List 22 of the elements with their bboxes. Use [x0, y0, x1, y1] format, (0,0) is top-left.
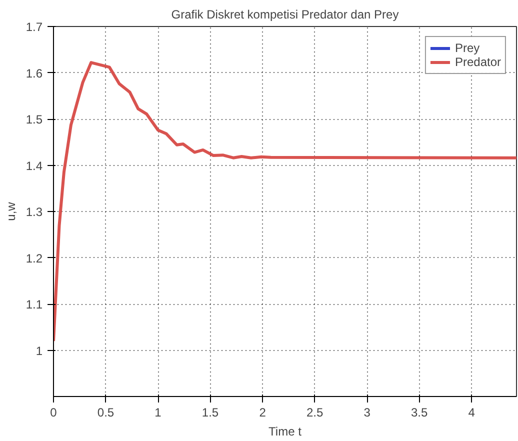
x-tick-label: 1.5	[202, 406, 219, 420]
x-tick-label: 2	[259, 406, 266, 420]
x-tick-label: 3.5	[410, 406, 428, 420]
legend-label: Prey	[454, 41, 480, 55]
x-tick-label: 1	[154, 406, 162, 420]
x-tick-label: 0.5	[97, 406, 114, 420]
x-axis-title: Time t	[268, 424, 302, 438]
chart-title: Grafik Diskret kompetisi Predator dan Prey	[171, 8, 399, 22]
y-tick-label: 1.4	[26, 158, 43, 173]
y-tick-label: 1.1	[26, 298, 43, 312]
x-tick-label: 2.5	[306, 406, 324, 420]
legend-label: Predator	[454, 55, 501, 69]
y-tick-label: 1.6	[26, 66, 43, 80]
y-tick-label: 1.5	[26, 112, 43, 126]
y-tick-label: 1	[36, 344, 43, 358]
x-tick-label: 0	[50, 406, 58, 420]
x-tick-label: 4	[468, 406, 476, 420]
y-tick-label: 1.2	[26, 251, 43, 266]
y-axis-title: u,w	[4, 202, 18, 221]
y-tick-label: 1.3	[26, 205, 43, 219]
y-tick-label: 1.7	[26, 20, 43, 34]
x-tick-label: 3	[364, 406, 371, 420]
